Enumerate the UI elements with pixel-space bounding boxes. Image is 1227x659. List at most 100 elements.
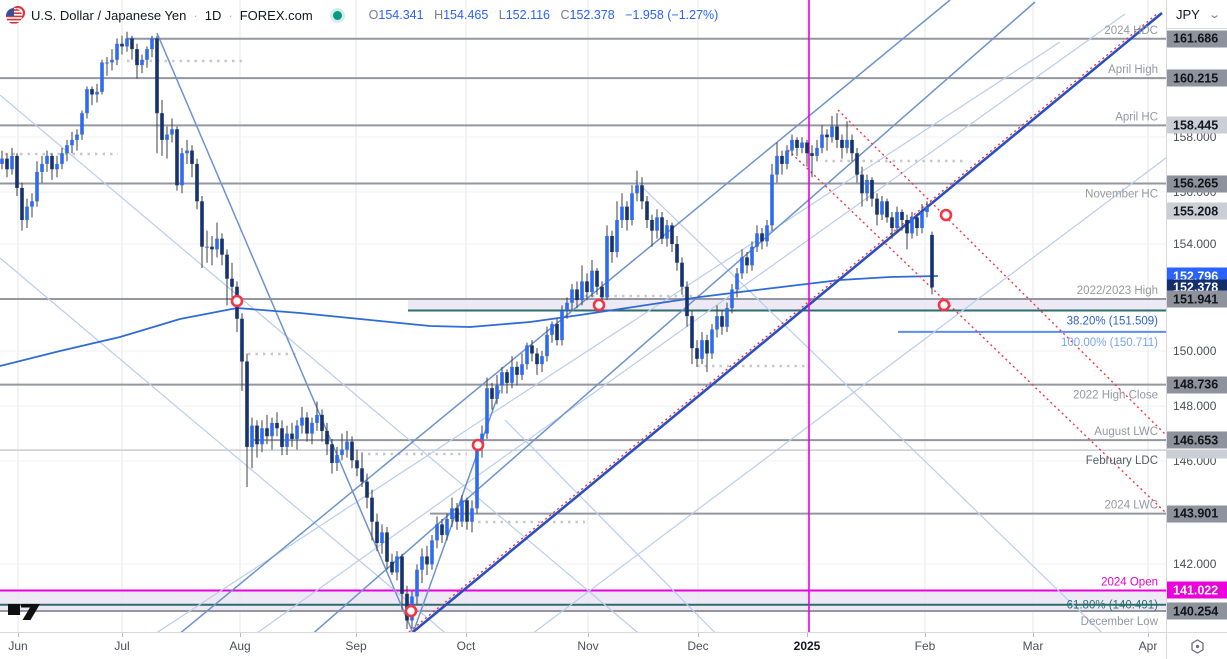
candle-body — [160, 113, 164, 140]
candle-body — [105, 62, 109, 64]
candle-body — [540, 356, 544, 365]
level-label: April HC — [1115, 111, 1158, 123]
signal-circle-marker — [937, 298, 951, 312]
month-tick — [122, 633, 123, 637]
price-chart-plot[interactable]: 2024 HDC April High April HC November HC 202… — [0, 0, 1166, 632]
candle-body — [495, 385, 499, 399]
month-tick — [1033, 633, 1034, 637]
month-tick — [356, 633, 357, 637]
candle-body — [95, 91, 99, 95]
usdjpy-flag-icon — [6, 5, 26, 25]
candle-body — [455, 508, 459, 522]
candle-body — [905, 219, 909, 234]
moving-average-line — [0, 275, 939, 367]
candle-body — [635, 185, 639, 194]
candle-body — [180, 153, 184, 186]
candle-body — [735, 273, 739, 290]
symbol-title[interactable]: U.S. Dollar / Japanese Yen — [31, 7, 187, 23]
candle-body — [510, 366, 514, 383]
candle-body — [545, 334, 549, 357]
exchange-label[interactable]: FOREX.com — [239, 7, 313, 23]
market-open-dot-icon — [332, 10, 342, 20]
candle-body — [15, 155, 19, 188]
candle-body — [780, 155, 784, 164]
candle-body — [335, 454, 339, 463]
gear-icon — [1191, 638, 1204, 654]
candle-body — [70, 139, 74, 146]
candle-body — [570, 289, 574, 303]
interval-label[interactable]: 1D — [204, 7, 222, 23]
candle-body — [350, 441, 354, 461]
candle-body — [395, 556, 399, 573]
candle-body — [90, 89, 94, 95]
steel-trendline — [180, 0, 951, 632]
candle-body — [645, 201, 649, 220]
candle-body — [140, 59, 144, 66]
candle-body — [515, 366, 519, 375]
candle-body — [615, 219, 619, 253]
candle-body — [620, 206, 624, 220]
candle-body — [75, 134, 79, 140]
month-tick — [807, 633, 808, 637]
candle-body — [265, 428, 269, 437]
candle-body — [745, 257, 749, 266]
tradingview-logo[interactable] — [8, 601, 42, 628]
candle-body — [0, 158, 4, 164]
candle-body — [210, 246, 214, 250]
candle-body — [225, 254, 229, 279]
candle-body — [485, 388, 489, 434]
candle-body — [520, 364, 524, 375]
candle-body — [340, 449, 344, 455]
candle-body — [755, 233, 759, 247]
signal-circle-marker — [404, 604, 418, 618]
signal-circle-marker — [939, 208, 953, 222]
steel-trendline — [313, 1, 1036, 632]
candle-body — [375, 521, 379, 544]
candle-body — [825, 134, 829, 138]
level-label: August LWC — [1094, 426, 1158, 438]
candle-body — [285, 433, 289, 447]
ohlc-readout: O154.341 H154.465 L152.116 C152.378 −1.9… — [362, 8, 719, 22]
price-axis[interactable]: 158.000 156.000 154.000 150.000 148.000 146.0… — [1166, 0, 1227, 632]
candle-body — [415, 569, 419, 597]
candle-body — [365, 481, 369, 498]
candle-body — [150, 38, 154, 50]
candle-body — [120, 43, 124, 47]
pale-trendline — [156, 41, 1061, 632]
price-tick-label: 142.000 — [1173, 557, 1217, 571]
candle-body — [40, 163, 44, 172]
open-label: O — [368, 8, 379, 22]
candle-body — [555, 324, 559, 341]
candle-body — [135, 49, 139, 66]
level-label: 2024 LWC — [1105, 500, 1158, 512]
level-label: February LDC — [1086, 455, 1158, 467]
chart-canvas[interactable]: 2024 HDC April High April HC November HC 202… — [0, 0, 1166, 632]
candle-body — [370, 497, 374, 522]
candle-body — [850, 139, 854, 154]
month-tick — [466, 633, 467, 637]
candle-body — [45, 155, 49, 164]
candle-body — [80, 113, 84, 135]
candle-body — [830, 126, 834, 138]
price-tick-label: 148.000 — [1173, 399, 1217, 413]
price-tick-label: 154.000 — [1173, 237, 1217, 251]
candle-body — [725, 308, 729, 327]
candle-body — [85, 89, 89, 114]
candle-body — [890, 217, 894, 228]
candle-body — [195, 163, 199, 202]
candle-body — [765, 225, 769, 242]
month-label-aug: Aug — [229, 639, 251, 653]
symbol-legend[interactable]: U.S. Dollar / Japanese Yen · 1D · FOREX.… — [6, 4, 718, 26]
price-badge: 158.445 — [1167, 116, 1227, 134]
candle-body — [245, 361, 249, 447]
support-zone-band — [408, 299, 1166, 311]
time-axis[interactable]: Jun Jul Aug Sep Oct Nov Dec 2025 Feb Mar Apr — [0, 632, 1166, 659]
month-tick — [588, 633, 589, 637]
candle-body — [315, 414, 319, 423]
level-label: 2024 Open — [1101, 577, 1158, 589]
axis-settings-button[interactable] — [1166, 632, 1227, 659]
currency-label: JPY — [1176, 6, 1200, 22]
candle-body — [275, 422, 279, 429]
level-label: April High — [1108, 64, 1158, 76]
currency-selector[interactable]: JPY ⌄ — [1166, 0, 1227, 29]
